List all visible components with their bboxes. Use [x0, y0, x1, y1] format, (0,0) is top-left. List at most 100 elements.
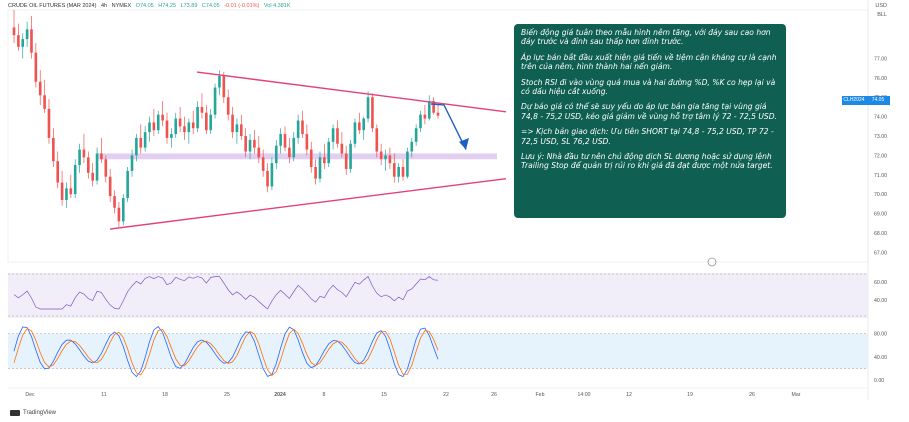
candle-body: [266, 170, 269, 187]
price-tick-label: 68.00: [874, 231, 887, 237]
time-tick-label: 12: [626, 392, 632, 398]
candle-body: [152, 122, 156, 131]
candle-body: [38, 81, 42, 96]
candle-body: [213, 87, 217, 115]
candle-body: [336, 128, 339, 144]
candle-body: [296, 120, 300, 138]
candle-body: [174, 118, 178, 135]
candle-body: [191, 122, 195, 129]
candle-body: [410, 141, 414, 152]
brand-label: TradingView: [23, 410, 57, 416]
candle-body: [108, 176, 112, 197]
candle-body: [353, 122, 357, 144]
candle-body: [362, 118, 366, 131]
candle-body: [69, 188, 73, 195]
time-tick-label: 14:00: [578, 392, 591, 398]
candle-body: [56, 161, 60, 183]
candle-body: [384, 155, 387, 160]
candle-body: [52, 137, 55, 162]
candle-body: [392, 163, 396, 177]
candle-body: [231, 114, 234, 133]
candle-body: [244, 136, 247, 152]
close-value: C74.05: [201, 3, 220, 9]
time-tick-label: Mar: [792, 392, 801, 398]
last-price-tag: 74.05: [866, 96, 890, 105]
candle-body: [126, 170, 129, 199]
candle-body: [327, 141, 331, 164]
candle-body: [47, 108, 51, 138]
footer-brand[interactable]: TradingView: [10, 410, 56, 416]
rsi-tick-label: 60.00: [874, 280, 887, 286]
candle-body: [371, 97, 374, 129]
candle-body: [200, 106, 204, 113]
candle-body: [30, 29, 33, 53]
time-tick-label: 19: [687, 392, 693, 398]
callout-text-1: Biến động giá tuân theo mẫu hình nêm tăn…: [521, 28, 771, 47]
change-value: -0.01 (-0.01%): [224, 3, 260, 9]
candle-body: [21, 39, 25, 47]
time-tick-label: 25: [224, 392, 230, 398]
candle-body: [130, 155, 134, 171]
time-tick-label: 18: [162, 392, 168, 398]
candle-body: [43, 95, 46, 109]
candle-body: [432, 101, 435, 113]
candle-body: [170, 134, 173, 138]
candle-body: [95, 153, 99, 181]
candle-body: [414, 128, 418, 142]
candle-body: [235, 124, 239, 133]
candle-body: [279, 134, 282, 146]
candle-body: [25, 29, 29, 40]
arrow-head-icon: [459, 137, 469, 150]
price-tick-label: 67.00: [874, 250, 887, 256]
candle-body: [91, 172, 94, 181]
callout-text-2: Áp lực bán bắt đầu xuất hiện giá tiến về…: [521, 52, 777, 72]
candle-body: [60, 182, 64, 200]
candle-body: [148, 122, 151, 133]
volume-value: Vol 4.381K: [263, 3, 291, 9]
candle-body: [65, 188, 68, 200]
price-tick-label: 77.00: [874, 56, 887, 62]
open-value: O74.05: [135, 3, 154, 9]
candle-body: [178, 118, 182, 127]
candle-body: [135, 137, 138, 156]
candle-body: [314, 167, 317, 179]
candle-body: [156, 114, 160, 131]
time-tick-label: 22: [443, 392, 449, 398]
candle-body: [283, 134, 287, 148]
candle-body: [253, 139, 256, 148]
time-tick-label: 2024: [274, 392, 286, 398]
time-tick-label: Dec: [25, 392, 35, 398]
candle-body: [270, 163, 274, 187]
candle-body: [17, 35, 20, 47]
candle-body: [205, 112, 208, 131]
candle-body: [78, 149, 81, 166]
price-tick-label: 72.00: [874, 153, 887, 159]
candle-body: [218, 75, 221, 88]
price-tick-label: 69.00: [874, 212, 887, 218]
rsi-tick-label: 40.00: [874, 298, 887, 304]
candle-body: [82, 149, 86, 158]
event-marker-icon: [707, 257, 717, 267]
time-tick-label: 8: [323, 392, 326, 398]
candle-body: [121, 198, 125, 222]
price-tick-label: 76.00: [874, 76, 887, 82]
projection-arrow: [430, 103, 467, 150]
candle-body: [222, 75, 226, 98]
candle-body: [379, 151, 383, 160]
candle-body: [209, 114, 213, 131]
high-value: H74.25: [158, 3, 177, 9]
candle-body: [436, 112, 440, 116]
candle-body: [117, 207, 121, 222]
candle-body: [305, 134, 309, 150]
candle-body: [419, 114, 422, 129]
symbol-price-tag: CLH2024: [842, 96, 866, 105]
candle-body: [344, 153, 348, 169]
candle-body: [143, 132, 147, 148]
candle-body: [309, 149, 313, 168]
candle-body: [427, 101, 431, 119]
time-tick-label: 26: [749, 392, 755, 398]
candle-body: [349, 143, 352, 169]
candle-body: [239, 124, 243, 136]
time-tick-label: 15: [381, 392, 387, 398]
